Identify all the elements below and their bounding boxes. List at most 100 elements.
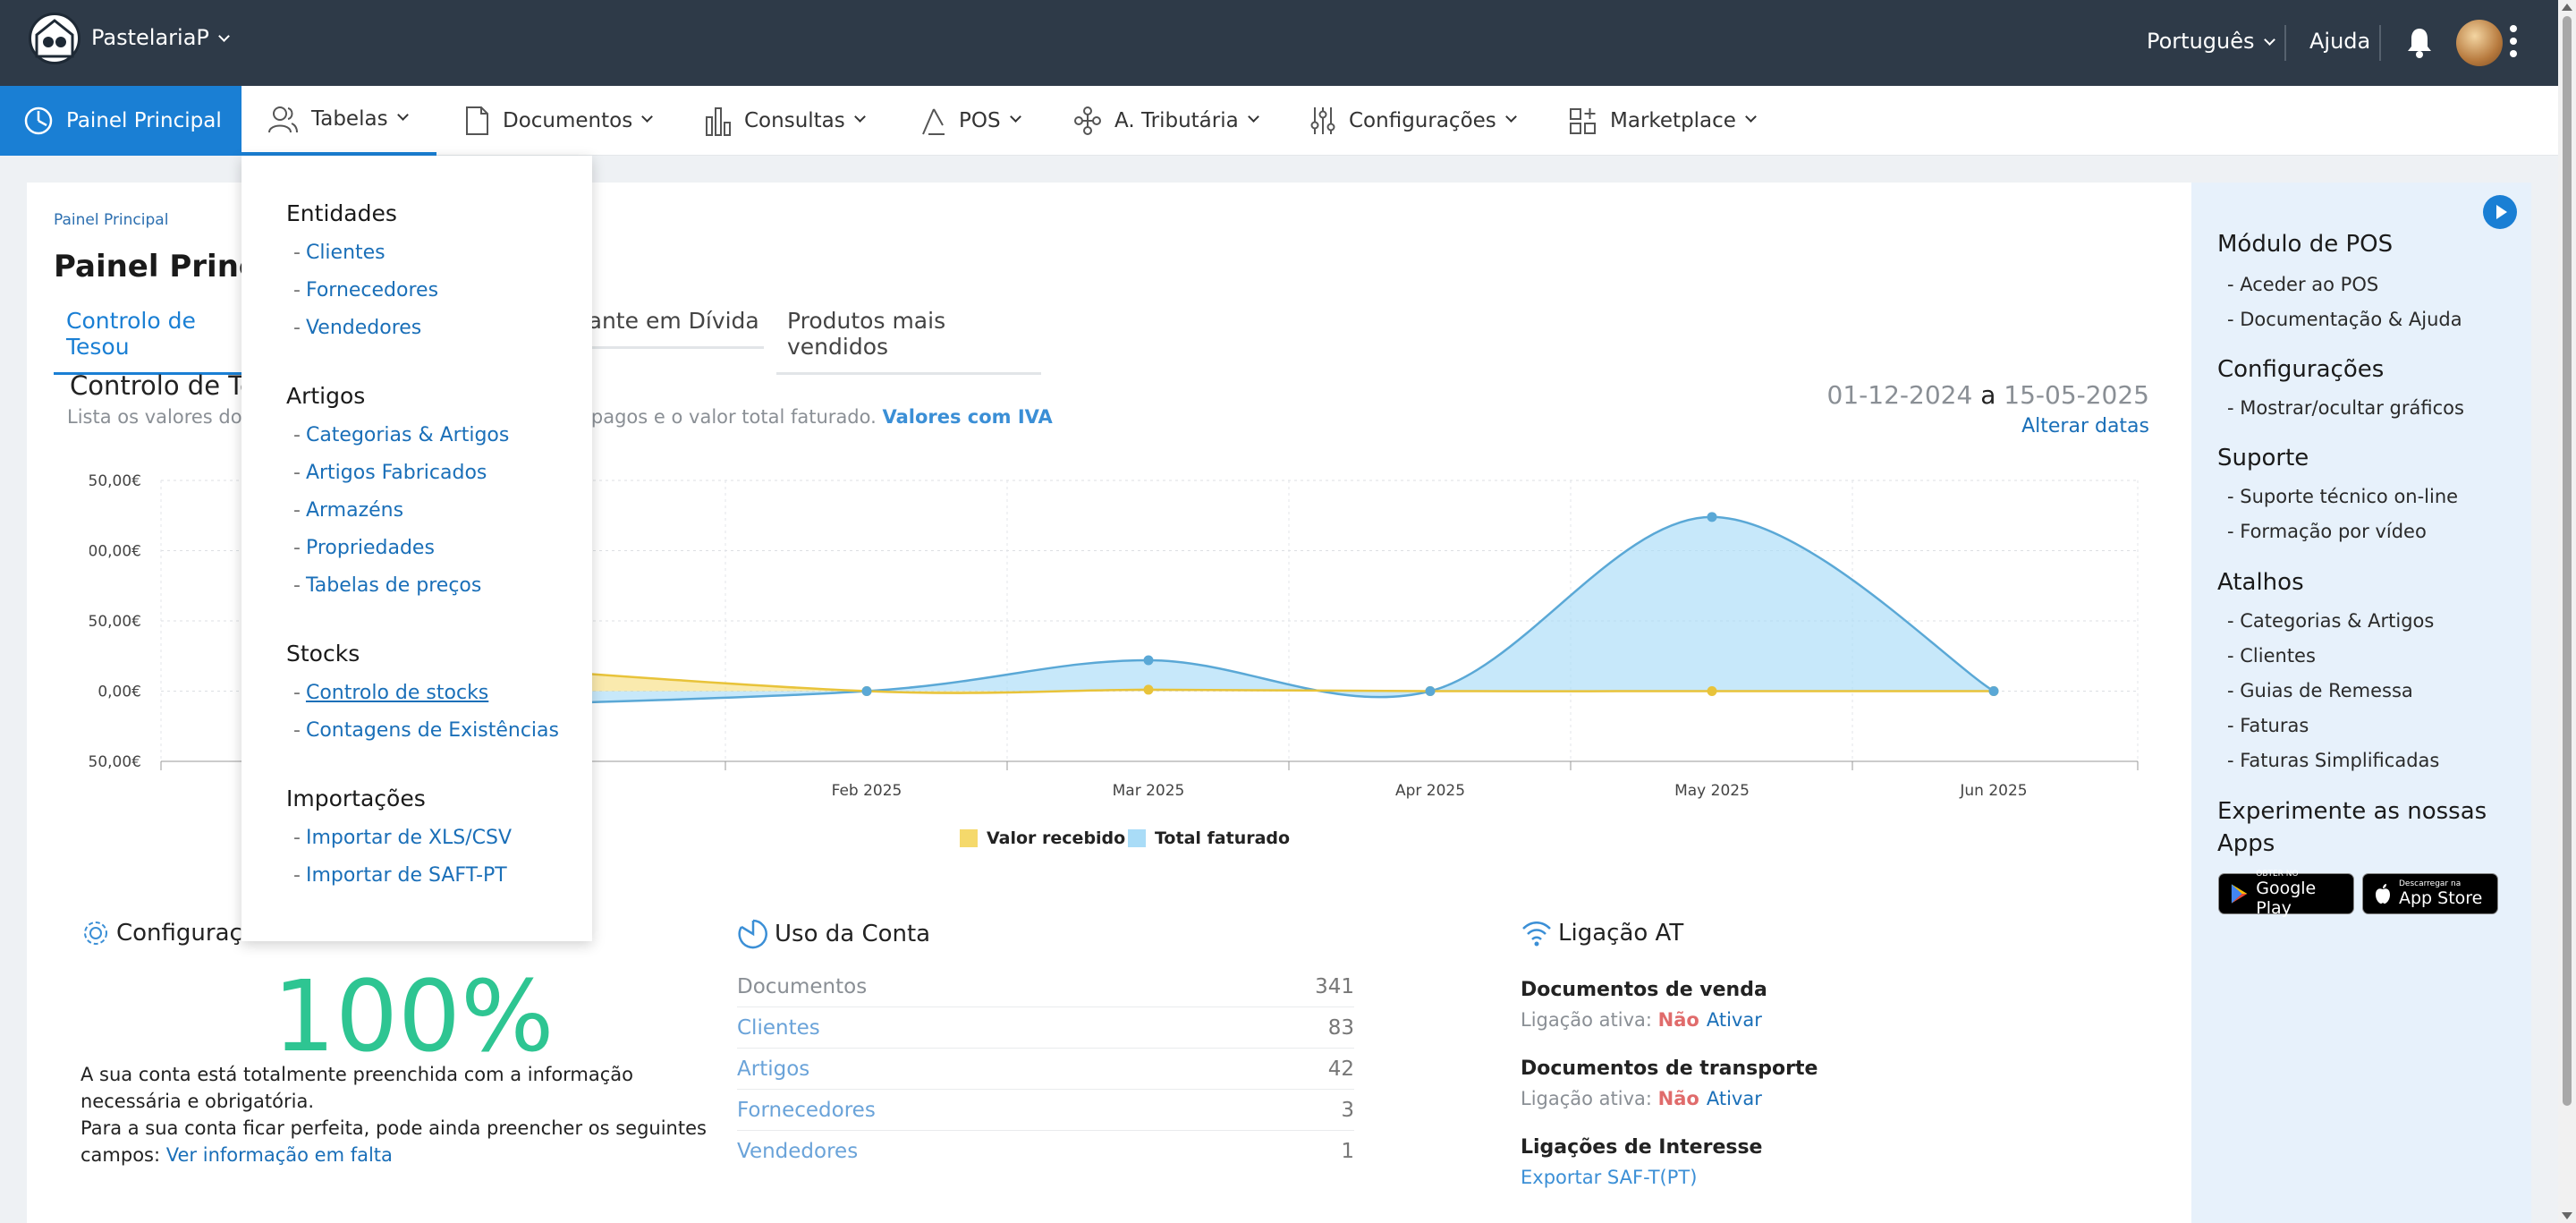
x-tick-label: Apr 2025 bbox=[1395, 782, 1465, 800]
sidebar-apps-title-1: Experimente as nossas bbox=[2217, 798, 2487, 825]
tab-produtos-mais-vendidos[interactable]: Produtos mais vendidos bbox=[776, 308, 1041, 375]
data-point[interactable] bbox=[1707, 512, 1717, 522]
data-point[interactable] bbox=[1143, 684, 1154, 695]
usage-label[interactable]: Fornecedores bbox=[737, 1098, 876, 1122]
usage-label[interactable]: Vendedores bbox=[737, 1140, 859, 1163]
nav-consultas[interactable]: Consultas bbox=[705, 86, 866, 156]
at-widget-title: Ligação AT bbox=[1521, 918, 1683, 948]
help-link[interactable]: Ajuda bbox=[2309, 29, 2371, 54]
nav-documentos[interactable]: Documentos bbox=[463, 86, 654, 156]
scrollbar[interactable] bbox=[2558, 0, 2576, 1223]
y-tick-label: 0,00€ bbox=[97, 684, 141, 701]
tab-controlo-tesouraria[interactable]: Controlo de Tesou bbox=[54, 308, 243, 375]
data-point[interactable] bbox=[1707, 686, 1717, 696]
play-icon[interactable] bbox=[2483, 195, 2517, 229]
legend-valor-recebido[interactable]: Valor recebido bbox=[960, 828, 1125, 848]
chart-subtitle-end: pagos e o valor total faturado. bbox=[590, 406, 877, 428]
dashboard-icon bbox=[24, 106, 53, 135]
export-saft-link[interactable]: Exportar SAF-T(PT) bbox=[1521, 1167, 1698, 1188]
dropdown-item-controlo-stocks[interactable]: - Controlo de stocks bbox=[293, 682, 489, 704]
nav-label: Documentos bbox=[503, 109, 633, 132]
usage-value: 341 bbox=[1315, 974, 1354, 998]
data-point[interactable] bbox=[1425, 686, 1436, 696]
apps-grid-icon bbox=[1570, 108, 1596, 134]
nav-pos[interactable]: POS bbox=[919, 86, 1021, 156]
change-dates-link[interactable]: Alterar datas bbox=[2021, 415, 2149, 437]
activate-sales-link[interactable]: Ativar bbox=[1706, 1009, 1762, 1031]
nav-a-tributaria[interactable]: A. Tributária bbox=[1073, 86, 1259, 156]
tab-montante-divida[interactable]: ntante em Dívida bbox=[565, 308, 764, 349]
nav-label: Marketplace bbox=[1610, 109, 1736, 132]
company-name: PastelariaP bbox=[91, 25, 209, 50]
dropdown-item-fornecedores[interactable]: - Fornecedores bbox=[293, 279, 439, 302]
dropdown-item-artigos-fabricados[interactable]: - Artigos Fabricados bbox=[293, 462, 487, 484]
sidebar-link-graficos[interactable]: - Mostrar/ocultar gráficos bbox=[2227, 397, 2464, 419]
google-big-text: Google Play bbox=[2256, 879, 2317, 918]
sidebar-link-clientes[interactable]: - Clientes bbox=[2227, 645, 2316, 667]
usage-row-artigos[interactable]: Artigos 42 bbox=[737, 1049, 1354, 1090]
missing-info-link[interactable]: Ver informação em falta bbox=[165, 1144, 393, 1166]
chevron-down-icon bbox=[853, 110, 866, 123]
sidebar-link-formacao[interactable]: - Formação por vídeo bbox=[2227, 521, 2427, 542]
usage-row-fornecedores[interactable]: Fornecedores 3 bbox=[737, 1090, 1354, 1131]
sidebar-link-faturas[interactable]: - Faturas bbox=[2227, 715, 2309, 736]
usage-label[interactable]: Clientes bbox=[737, 1015, 820, 1040]
breadcrumb[interactable]: Painel Principal bbox=[54, 211, 169, 229]
scroll-down-icon[interactable] bbox=[2562, 1212, 2572, 1219]
dropdown-item-tabelas-precos[interactable]: - Tabelas de preços bbox=[293, 574, 482, 597]
transport-connection-status: Ligação ativa: Não Ativar bbox=[1521, 1088, 2057, 1127]
chevron-down-icon bbox=[218, 30, 230, 42]
sales-connection-status: Ligação ativa: Não Ativar bbox=[1521, 1009, 2057, 1049]
scroll-up-icon[interactable] bbox=[2562, 4, 2572, 11]
nav-tabelas[interactable]: Tabelas bbox=[242, 86, 436, 156]
google-play-button[interactable]: OBTER NO Google Play bbox=[2218, 870, 2354, 918]
sliders-icon bbox=[1310, 107, 1335, 134]
sidebar-link-categorias[interactable]: - Categorias & Artigos bbox=[2227, 610, 2435, 632]
avatar[interactable] bbox=[2456, 20, 2503, 66]
dropdown-group-importacoes: Importações bbox=[286, 786, 426, 811]
sidebar-link-guias[interactable]: - Guias de Remessa bbox=[2227, 680, 2413, 701]
sales-docs-title: Documentos de venda bbox=[1521, 979, 1767, 1001]
data-point[interactable] bbox=[861, 686, 872, 696]
nav-configuracoes[interactable]: Configurações bbox=[1309, 86, 1517, 156]
sidebar-link-documentacao[interactable]: - Documentação & Ajuda bbox=[2227, 309, 2462, 330]
dropdown-item-importar-xls[interactable]: - Importar de XLS/CSV bbox=[293, 827, 513, 849]
usage-row-clientes[interactable]: Clientes 83 bbox=[737, 1007, 1354, 1049]
sidebar-config-title: Configurações bbox=[2217, 356, 2385, 383]
language-selector[interactable]: Português bbox=[2147, 29, 2275, 54]
company-logo[interactable] bbox=[29, 13, 80, 64]
status-value: Não bbox=[1657, 1009, 1699, 1031]
data-point[interactable] bbox=[1143, 655, 1154, 666]
usage-widget-title: Uso da Conta bbox=[737, 918, 930, 950]
company-switcher[interactable]: PastelariaP bbox=[91, 25, 230, 50]
chevron-down-icon bbox=[1745, 110, 1757, 123]
sidebar-link-aceder-pos[interactable]: - Aceder ao POS bbox=[2227, 274, 2379, 295]
series-valor-recebido-line bbox=[397, 658, 1994, 694]
usage-row-vendedores[interactable]: Vendedores 1 bbox=[737, 1131, 1354, 1172]
bell-icon[interactable] bbox=[2406, 27, 2433, 59]
nav-marketplace[interactable]: Marketplace bbox=[1569, 86, 1757, 156]
dropdown-item-vendedores[interactable]: - Vendedores bbox=[293, 317, 422, 339]
scrollbar-thumb[interactable] bbox=[2563, 16, 2572, 1106]
pie-chart-icon bbox=[738, 919, 767, 949]
activate-transport-link[interactable]: Ativar bbox=[1706, 1088, 1762, 1109]
interest-links-title: Ligações de Interesse bbox=[1521, 1136, 1763, 1159]
legend-total-faturado[interactable]: Total faturado bbox=[1128, 828, 1290, 848]
usage-label[interactable]: Artigos bbox=[737, 1057, 810, 1081]
dropdown-item-contagens[interactable]: - Contagens de Existências bbox=[293, 719, 559, 742]
dropdown-item-clientes[interactable]: - Clientes bbox=[293, 242, 386, 264]
sidebar-link-faturas-simplificadas[interactable]: - Faturas Simplificadas bbox=[2227, 750, 2440, 771]
dropdown-item-propriedades[interactable]: - Propriedades bbox=[293, 537, 435, 559]
more-options-icon[interactable] bbox=[2510, 25, 2517, 61]
sidebar-apps-title-2: Apps bbox=[2217, 830, 2275, 857]
data-point[interactable] bbox=[1988, 686, 1999, 696]
y-tick-label: 50,00€ bbox=[89, 613, 141, 631]
dropdown-item-categorias[interactable]: - Categorias & Artigos bbox=[293, 424, 510, 446]
sidebar-shortcuts-title: Atalhos bbox=[2217, 569, 2304, 596]
nav-painel-principal[interactable]: Painel Principal bbox=[0, 86, 242, 156]
dropdown-item-armazens[interactable]: - Armazéns bbox=[293, 499, 404, 522]
chevron-down-icon bbox=[2263, 34, 2275, 46]
dropdown-item-importar-saft[interactable]: - Importar de SAFT-PT bbox=[293, 864, 507, 887]
app-store-button[interactable]: Descarregar na App Store bbox=[2362, 873, 2498, 914]
sidebar-link-suporte[interactable]: - Suporte técnico on-line bbox=[2227, 486, 2459, 507]
